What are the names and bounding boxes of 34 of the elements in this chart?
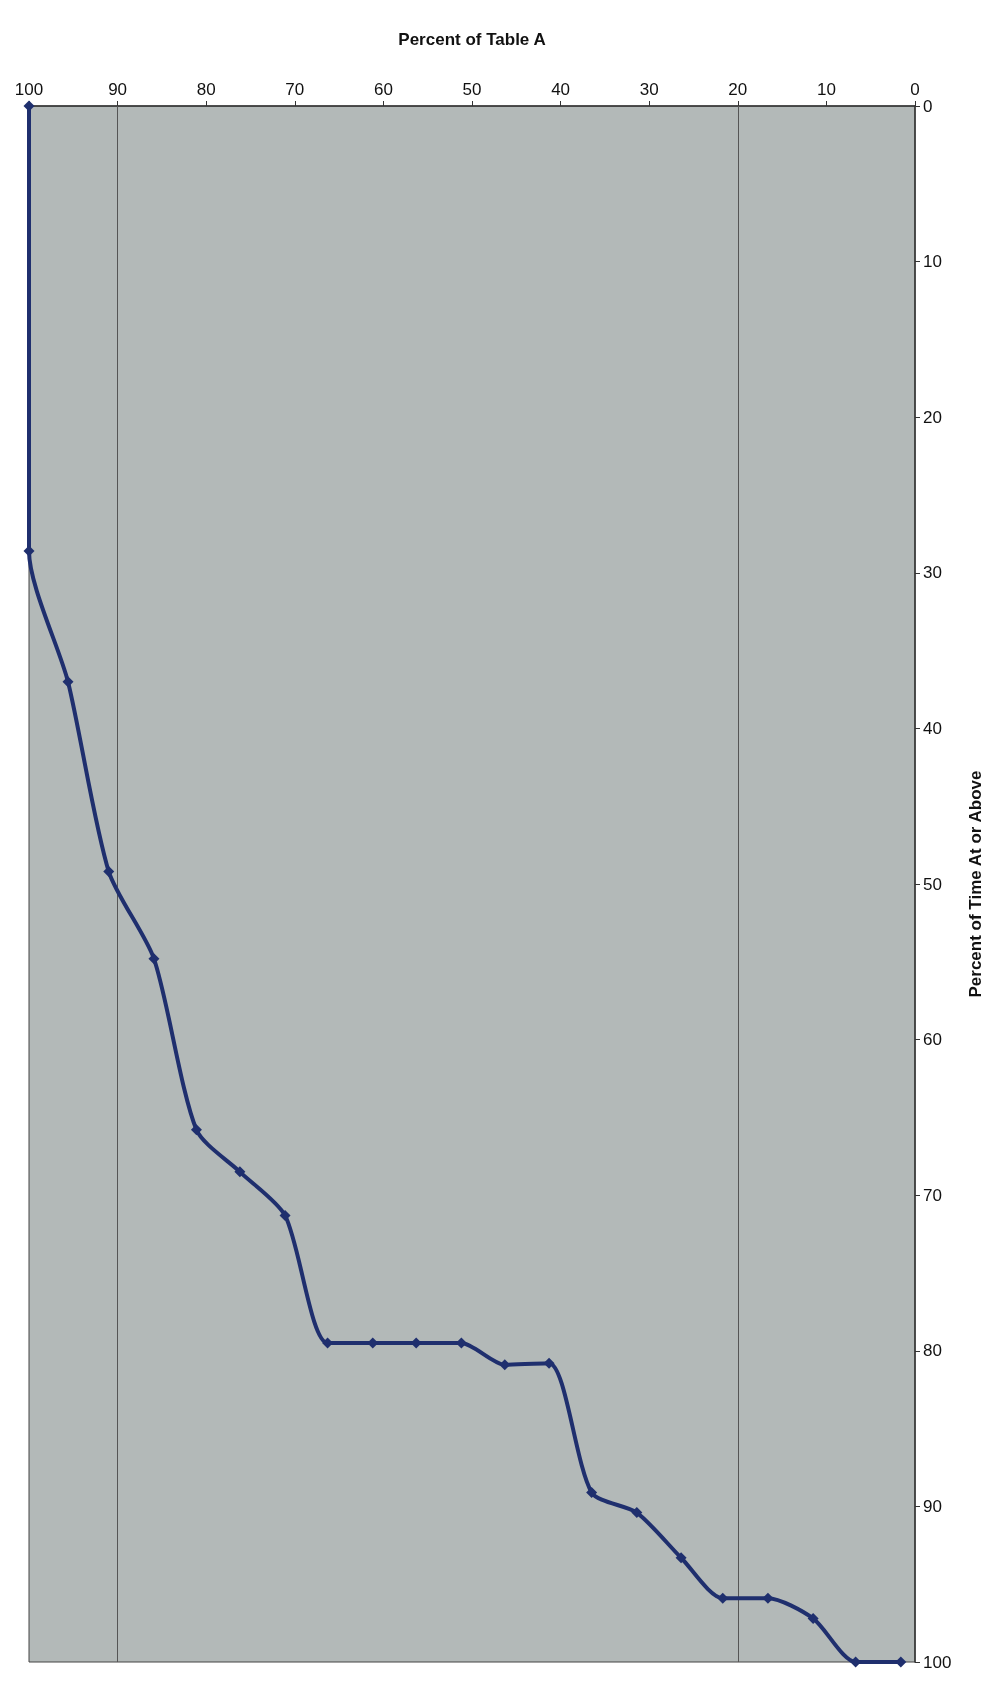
y-tick-label: 50	[923, 874, 942, 894]
point	[586, 1486, 598, 1498]
y-tick-label: 40	[923, 718, 942, 738]
y-tick-label: 30	[923, 563, 942, 583]
x-tick-label: 60	[373, 80, 393, 99]
y-tick-label: 100	[923, 1652, 952, 1672]
y-tick-label: 80	[923, 1341, 942, 1361]
y-tick-label: 20	[923, 407, 942, 427]
x-tick-label: 0	[910, 80, 920, 99]
x-tick-label: 30	[639, 80, 659, 99]
point	[631, 1507, 643, 1519]
y-tick-label: 70	[923, 1185, 942, 1205]
x-tick-label: 100	[14, 80, 44, 99]
x-axis-title: Percent of Table A	[398, 30, 546, 49]
point	[234, 1166, 246, 1178]
point	[279, 1209, 291, 1221]
point	[62, 676, 74, 688]
point	[807, 1612, 819, 1624]
x-tick-label: 70	[285, 80, 305, 99]
x-tick-label: 80	[196, 80, 216, 99]
point	[190, 1124, 202, 1136]
point	[103, 866, 115, 878]
y-tick-label: 90	[923, 1496, 942, 1516]
x-tick-label: 90	[108, 80, 128, 99]
x-tick-label: 10	[816, 80, 836, 99]
point	[148, 953, 160, 965]
x-tick-label: 50	[462, 80, 482, 99]
y-tick-label: 0	[923, 96, 933, 116]
x-tick-label: 20	[728, 80, 748, 99]
y-axis-title: Percent of Time At or Above	[966, 770, 985, 998]
y-tick-label: 10	[923, 252, 942, 272]
x-tick-label: 40	[551, 80, 571, 99]
point	[675, 1552, 687, 1564]
y-tick-label: 60	[923, 1030, 942, 1050]
